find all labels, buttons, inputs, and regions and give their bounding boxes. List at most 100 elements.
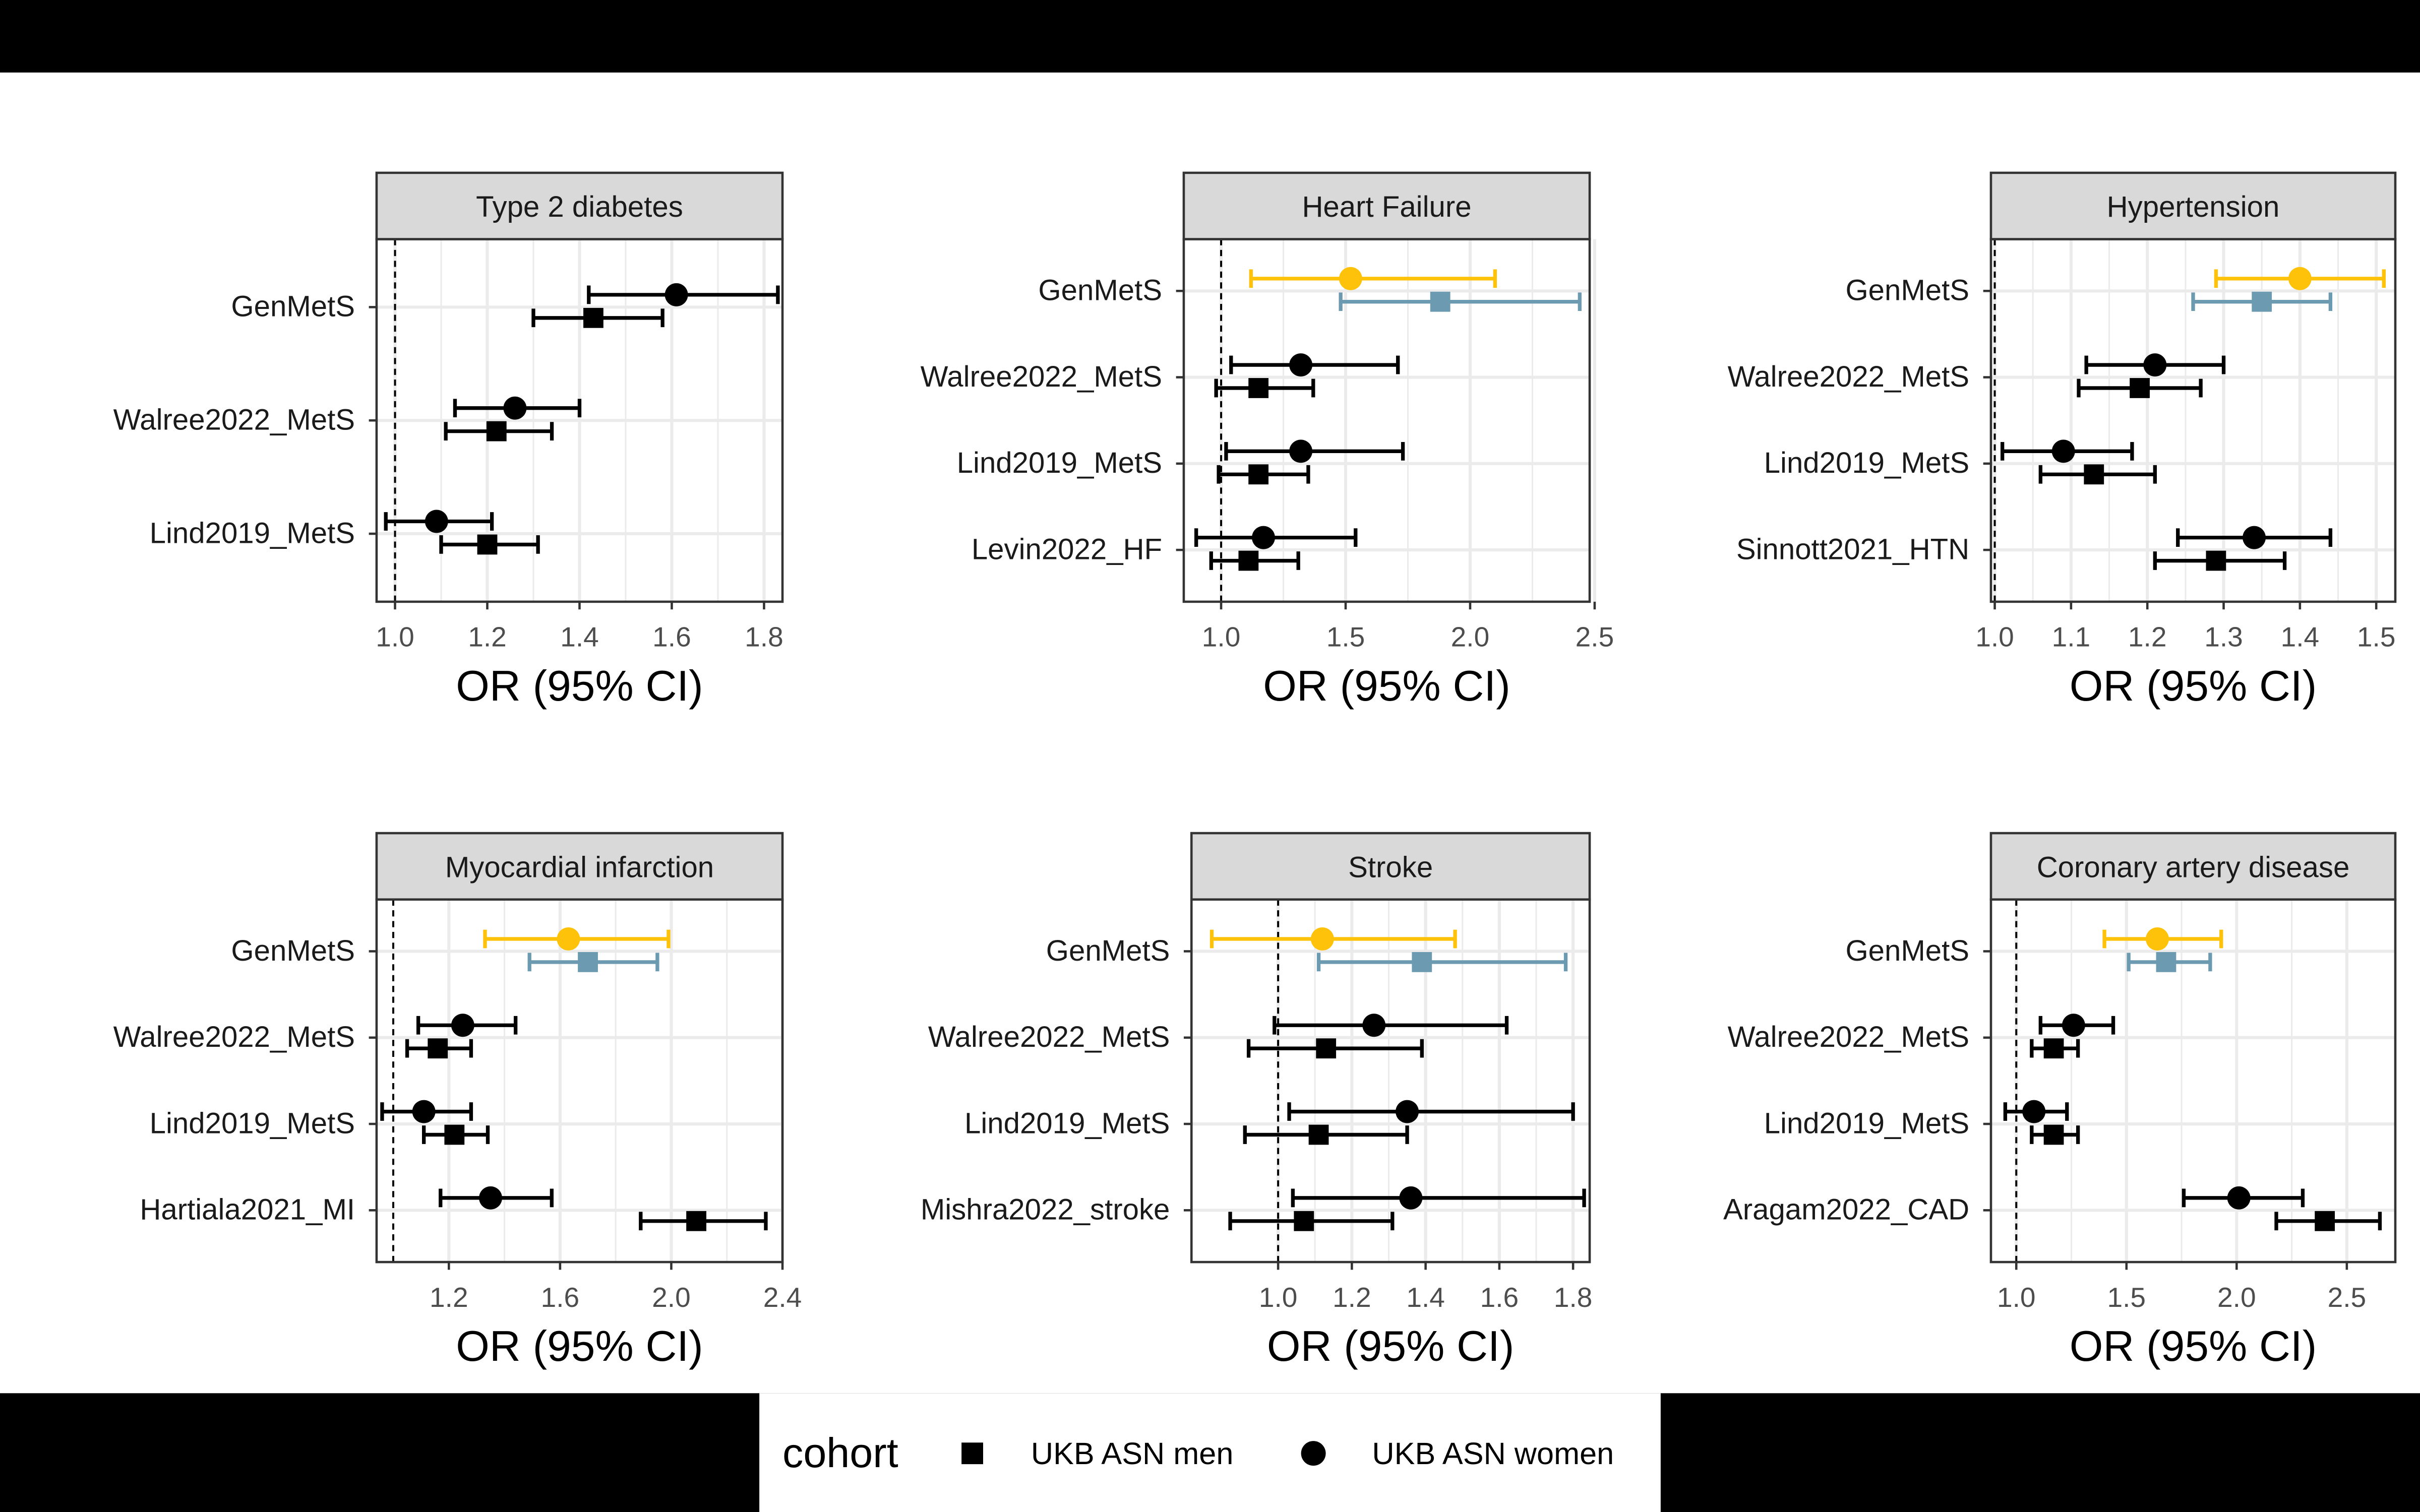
point-square: [1412, 952, 1432, 972]
point-square: [2156, 952, 2176, 972]
x-tick-label: 1.6: [1480, 1282, 1519, 1313]
estimate-men: [1246, 1038, 1424, 1059]
point-square: [1248, 464, 1269, 485]
strip: [1989, 171, 2397, 240]
x-tick-label: 1.0: [376, 621, 414, 653]
x-tick-label: 1.4: [1406, 1282, 1445, 1313]
panel-title: Myocardial infarction: [445, 851, 714, 884]
point-square: [428, 1038, 448, 1059]
estimate-men: [2030, 1038, 2080, 1059]
legend-label-women: UKB ASN women: [1372, 1436, 1614, 1471]
x-axis-label: OR (95% CI): [456, 662, 703, 710]
estimate-women: [453, 396, 582, 420]
x-tick-label: 2.5: [2328, 1282, 2367, 1313]
point-circle: [2288, 267, 2312, 290]
panels: GenMetS Walree2022_MetS Lind2019_MetS Type …: [113, 171, 2397, 1370]
estimate-women: [384, 510, 494, 533]
estimate-women: [416, 1014, 518, 1037]
row-label: Lind2019_MetS: [150, 517, 355, 549]
row-label: Walree2022_MetS: [928, 1021, 1170, 1053]
x-tick-label: 1.0: [1202, 621, 1241, 653]
x-axis-label: OR (95% CI): [2070, 662, 2317, 710]
estimate-men: [439, 534, 540, 555]
legend-key-circle: [1301, 1441, 1326, 1466]
row-label: Walree2022_MetS: [113, 1021, 355, 1053]
strip: [375, 832, 784, 901]
estimate-women: [2102, 927, 2223, 951]
x-tick-label: 2.5: [1576, 621, 1614, 653]
x-axis-label: OR (95% CI): [456, 1322, 703, 1370]
point-square: [1248, 378, 1269, 398]
row-label: GenMetS: [1845, 274, 1969, 307]
x-tick-label: 1.5: [2357, 621, 2396, 653]
point-circle: [479, 1186, 502, 1210]
point-circle: [2062, 1014, 2085, 1037]
legend-key-square: [961, 1442, 983, 1465]
point-circle: [425, 510, 448, 533]
point-square: [583, 307, 603, 328]
estimate-men: [1217, 464, 1310, 485]
estimate-men: [531, 307, 664, 328]
estimate-women: [1249, 267, 1497, 290]
point-circle: [2243, 526, 2266, 549]
point-square: [1238, 550, 1259, 571]
estimate-women: [1229, 353, 1400, 377]
row-label: Lind2019_MetS: [964, 1107, 1170, 1140]
estimate-women: [439, 1186, 554, 1210]
point-square: [2315, 1211, 2335, 1231]
row-label: GenMetS: [231, 290, 355, 323]
point-circle: [664, 283, 688, 306]
estimate-women: [1224, 439, 1405, 463]
row-label: Lind2019_MetS: [957, 447, 1162, 479]
panel: GenMetS Walree2022_MetS Lind2019_MetS Sinno…: [1728, 171, 2397, 710]
panel: GenMetS Walree2022_MetS Lind2019_MetS Araga…: [1723, 832, 2397, 1370]
point-square: [2043, 1038, 2064, 1059]
x-tick-label: 1.0: [1975, 621, 2014, 653]
point-circle: [2022, 1100, 2046, 1123]
row-label: GenMetS: [1845, 934, 1969, 967]
x-axis-label: OR (95% CI): [2070, 1322, 2317, 1370]
estimate-women: [1291, 1186, 1586, 1210]
point-circle: [451, 1014, 474, 1037]
estimate-men: [422, 1124, 490, 1145]
x-tick-label: 2.4: [763, 1282, 802, 1313]
row-label: GenMetS: [1038, 274, 1162, 307]
point-square: [686, 1211, 706, 1231]
panel: GenMetS Walree2022_MetS Lind2019_MetS Mishr…: [921, 832, 1592, 1370]
point-square: [486, 421, 507, 442]
row-label: Mishra2022_stroke: [921, 1193, 1170, 1226]
panel-title: Stroke: [1348, 851, 1433, 884]
estimate-women: [1194, 526, 1358, 549]
x-tick-label: 1.2: [468, 621, 507, 653]
x-axis-label: OR (95% CI): [1263, 662, 1510, 710]
x-tick-label: 1.6: [652, 621, 691, 653]
row-label: Walree2022_MetS: [113, 404, 355, 436]
point-square: [1430, 291, 1450, 312]
legend: cohort UKB ASN men UKB ASN women: [759, 1393, 1661, 1512]
estimate-men: [1209, 550, 1300, 571]
point-circle: [503, 396, 527, 420]
estimate-women: [2176, 526, 2333, 549]
estimate-men: [2030, 1124, 2080, 1145]
estimate-men: [405, 1038, 473, 1059]
x-axis-label: OR (95% CI): [1267, 1322, 1515, 1370]
row-label: GenMetS: [1046, 934, 1170, 967]
estimate-men: [1316, 952, 1568, 972]
point-circle: [2146, 927, 2169, 951]
point-square: [477, 534, 498, 555]
point-square: [2084, 464, 2104, 485]
x-tick-label: 2.0: [1451, 621, 1490, 653]
legend-title: cohort: [782, 1429, 898, 1476]
row-label: Hartiala2021_MI: [140, 1193, 355, 1226]
x-tick-label: 1.3: [2204, 621, 2243, 653]
x-tick-label: 1.4: [560, 621, 599, 653]
estimate-men: [639, 1211, 768, 1231]
x-tick-label: 1.4: [2281, 621, 2320, 653]
row-label: Sinnott2021_HTN: [1736, 533, 1969, 565]
point-square: [1294, 1211, 1314, 1231]
point-circle: [412, 1100, 436, 1123]
estimate-women: [1209, 927, 1457, 951]
panel-background: [1990, 899, 2396, 1263]
panel-title: Coronary artery disease: [2037, 851, 2350, 884]
